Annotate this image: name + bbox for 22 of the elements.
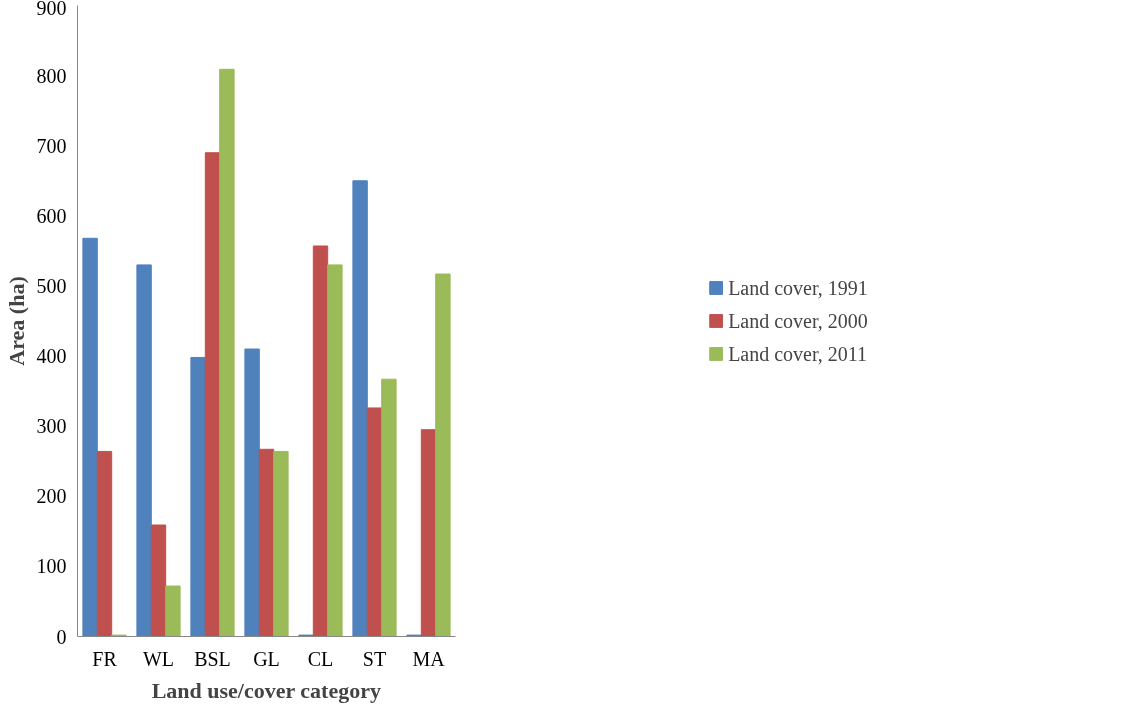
y-tick-label: 600: [36, 204, 67, 227]
y-tick-label: 700: [36, 134, 67, 157]
y-axis-title: Area (ha): [3, 276, 29, 366]
legend-label: Land cover, 1991: [728, 276, 868, 299]
legend-label: Land cover, 2011: [728, 342, 868, 365]
y-tick-label: 900: [36, 0, 67, 19]
y-tick-label: 100: [36, 555, 67, 578]
y-tick-label: 200: [36, 485, 67, 508]
x-axis-title: Land use/cover category: [151, 677, 381, 703]
y-tick-label: 0: [56, 625, 67, 648]
y-tick-label: 300: [36, 415, 67, 438]
x-tick-label: GL: [253, 647, 280, 670]
x-tick-label: ST: [362, 647, 387, 670]
x-tick-label: CL: [307, 647, 334, 670]
legend-label: Land cover, 2000: [728, 309, 868, 332]
x-tick-label: WL: [142, 647, 175, 670]
x-tick-label: BSL: [194, 647, 231, 670]
x-tick-label: MA: [412, 647, 446, 670]
x-tick-label: FR: [92, 647, 118, 670]
y-tick-label: 800: [36, 64, 67, 87]
y-tick-label: 500: [36, 274, 67, 297]
y-tick-label: 400: [36, 345, 67, 368]
